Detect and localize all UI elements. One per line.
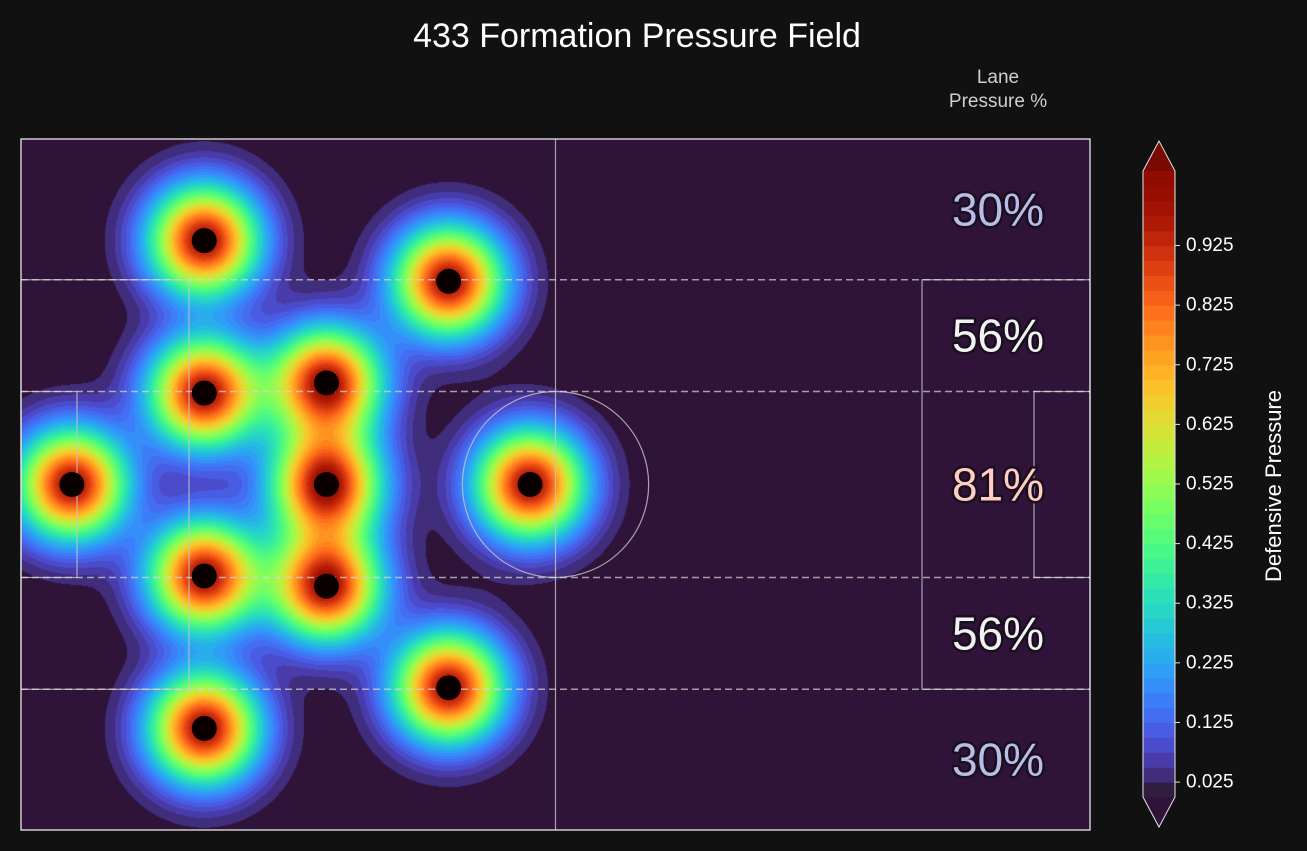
lane-header-line2: Pressure % [949,91,1047,112]
colorbar-band [1143,260,1175,276]
colorbar-band [1143,185,1175,202]
player-dot [313,472,339,497]
colorbar-band [1143,200,1175,217]
colorbar-band [1143,424,1175,440]
colorbar-tick-label: 0.025 [1186,772,1234,793]
colorbar-band [1143,722,1175,738]
colorbar-band [1143,618,1175,634]
colorbar-band [1143,498,1175,515]
player-dot [313,370,339,396]
player-dot [59,472,85,497]
colorbar-band [1143,528,1175,545]
colorbar-ticks: 0.025 0.125 0.225 0.325 0.425 0.525 0.625 0.725… [1175,235,1234,793]
colorbar-band [1143,379,1175,396]
colorbar-tick-label: 0.225 [1186,652,1234,673]
player-dot [436,268,462,294]
player-dot [191,228,217,254]
colorbar-band [1143,633,1175,649]
colorbar-band [1143,349,1175,366]
colorbar-band [1143,513,1175,530]
colorbar-band [1143,573,1175,589]
colorbar-band [1143,647,1175,664]
lane-pressure-label: 30% [952,183,1044,235]
colorbar-band [1143,752,1175,768]
colorbar-band [1143,454,1175,470]
player-dot [191,715,217,741]
chart-title: 433 Formation Pressure Field [413,17,861,55]
colorbar-band [1143,305,1175,321]
colorbar-band [1143,364,1175,381]
colorbar-tick-label: 0.325 [1186,593,1234,614]
colorbar-tick-label: 0.725 [1186,354,1234,375]
lane-pressure-label: 56% [952,607,1044,659]
colorbar-band [1143,230,1175,247]
colorbar-band [1143,737,1175,753]
colorbar-band [1143,215,1175,232]
colorbar-band [1143,469,1175,485]
player-dot [436,675,462,701]
player-dot [191,563,217,589]
colorbar-band [1143,588,1175,604]
colorbar-band [1143,275,1175,291]
colorbar-band [1143,484,1175,500]
colorbar-band [1143,409,1175,425]
colorbar-extend-bottom [1143,797,1175,827]
colorbar-band [1143,767,1175,783]
colorbar-band [1143,171,1175,187]
player-dot [517,472,543,497]
colorbar-tick-label: 0.625 [1186,414,1234,435]
colorbar-band [1143,603,1175,619]
colorbar-tick-label: 0.925 [1186,235,1234,256]
colorbar-band [1143,543,1175,560]
lane-pressure-label: 30% [952,734,1044,786]
colorbar-bands [1143,171,1175,798]
colorbar-tick-label: 0.825 [1186,295,1234,316]
colorbar-outline [1142,139,1176,829]
colorbar-band [1143,677,1175,694]
colorbar-band [1143,662,1175,679]
player-dot [313,573,339,599]
colorbar-extend-top [1143,141,1175,171]
colorbar-band [1143,290,1175,306]
player-markers [59,228,543,741]
colorbar-band [1143,439,1175,455]
colorbar-tick-label: 0.525 [1186,474,1234,495]
colorbar-tick-label: 0.425 [1186,533,1234,554]
lane-pressure-label: 56% [952,310,1044,362]
lane-pressure-label: 81% [952,459,1044,511]
player-dot [191,380,217,406]
colorbar-band [1143,245,1175,262]
colorbar-tick-label: 0.125 [1186,712,1234,733]
colorbar-band [1143,692,1175,709]
lane-pressure-labels: 30% 56% 81% 56% 30% [949,181,1046,788]
colorbar-label: Defensive Pressure [1261,390,1286,582]
lane-header-line1: Lane [977,67,1019,88]
colorbar-band [1143,707,1175,724]
colorbar-band [1143,558,1175,575]
colorbar: 0.025 0.125 0.225 0.325 0.425 0.525 0.625 0.725… [1142,139,1286,829]
colorbar-band [1143,334,1175,351]
colorbar-band [1143,320,1175,336]
pitch: 30% 56% 81% 56% 30% [20,138,1091,831]
pitch-border [20,138,1091,831]
colorbar-band [1143,394,1175,411]
colorbar-band [1143,782,1175,798]
